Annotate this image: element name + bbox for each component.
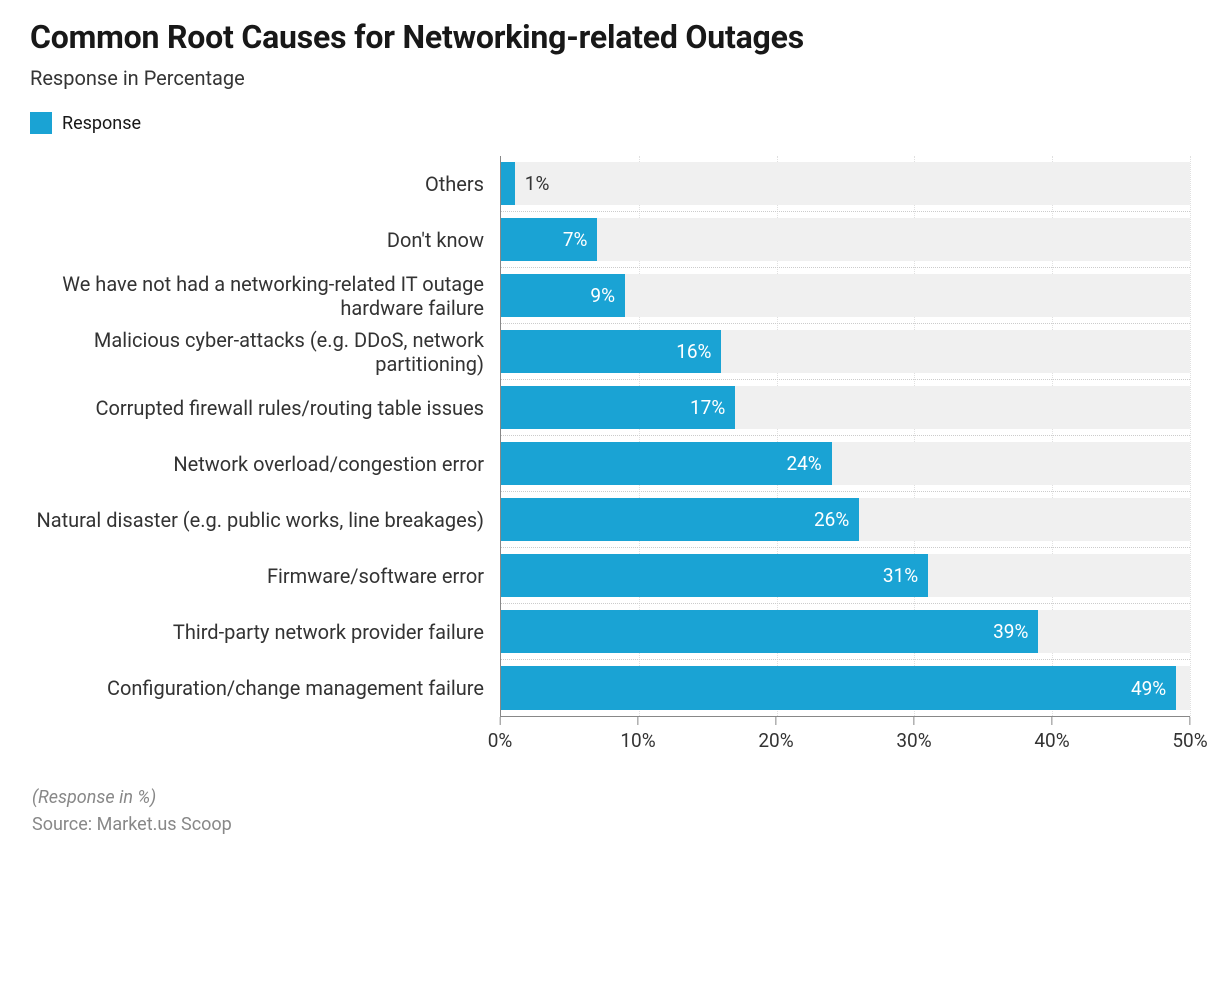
- bars-area: 1% 7% 9% 16% 17% 24% 26% 31% 39% 49%: [500, 156, 1190, 716]
- bar: 24%: [501, 442, 832, 485]
- category-label: Others: [30, 156, 500, 212]
- category-label: Configuration/change management failure: [30, 660, 500, 716]
- source-prefix: Source:: [32, 814, 97, 835]
- chart-container: Common Root Causes for Networking-relate…: [0, 0, 1220, 865]
- bar: 26%: [501, 498, 859, 541]
- x-tick-mark: [1190, 717, 1191, 725]
- x-tick-mark: [776, 717, 777, 725]
- x-tick-label: 0%: [488, 729, 513, 752]
- x-tick: 30%: [896, 717, 931, 757]
- category-label: Third-party network provider failure: [30, 604, 500, 660]
- category-label: Malicious cyber-attacks (e.g. DDoS, netw…: [30, 324, 500, 380]
- x-axis-row: 0%10%20%30%40%50%: [30, 716, 1190, 757]
- x-tick: 50%: [1172, 717, 1207, 757]
- bar-value-label: 31%: [883, 564, 918, 587]
- bar-row: 16%: [501, 324, 1190, 380]
- bar-value-label: 26%: [814, 508, 849, 531]
- bar: 16%: [501, 330, 721, 373]
- x-tick-label: 30%: [896, 729, 931, 752]
- category-label: Firmware/software error: [30, 548, 500, 604]
- x-tick: 40%: [1034, 717, 1069, 757]
- category-label: Network overload/congestion error: [30, 436, 500, 492]
- bar-value-label: 49%: [1131, 677, 1166, 700]
- bar-value-label: 39%: [993, 620, 1028, 643]
- x-tick-label: 20%: [758, 729, 793, 752]
- bar-row: 1%: [501, 156, 1190, 212]
- chart-subtitle: Response in Percentage: [30, 66, 1190, 90]
- bar: 39%: [501, 610, 1038, 653]
- bar-row: 49%: [501, 660, 1190, 716]
- bar-row: 24%: [501, 436, 1190, 492]
- x-tick-mark: [1052, 717, 1053, 725]
- bar-row: 31%: [501, 548, 1190, 604]
- bar: 31%: [501, 554, 928, 597]
- category-label: Natural disaster (e.g. public works, lin…: [30, 492, 500, 548]
- bar: 49%: [501, 666, 1176, 710]
- category-label: Corrupted firewall rules/routing table i…: [30, 380, 500, 436]
- plot-area: OthersDon't knowWe have not had a networ…: [30, 156, 1190, 716]
- legend-label: Response: [62, 113, 141, 134]
- bar-row: 9%: [501, 268, 1190, 324]
- bar-value-label: 17%: [690, 396, 725, 419]
- x-tick: 10%: [620, 717, 655, 757]
- bar: 7%: [501, 218, 597, 261]
- footnote-source: Source: Market.us Scoop: [32, 814, 1190, 835]
- bar-row: 26%: [501, 492, 1190, 548]
- category-label: Don't know: [30, 212, 500, 268]
- x-axis: 0%10%20%30%40%50%: [500, 716, 1190, 757]
- x-tick-mark: [914, 717, 915, 725]
- bar-row: 39%: [501, 604, 1190, 660]
- row-background: [501, 218, 1190, 261]
- x-tick-label: 40%: [1034, 729, 1069, 752]
- bar-value-label: 24%: [786, 452, 821, 475]
- x-tick: 20%: [758, 717, 793, 757]
- bar: 1%: [501, 162, 515, 205]
- bar-row: 17%: [501, 380, 1190, 436]
- footnote-units: (Response in %): [32, 787, 1190, 808]
- grid-line: [1190, 156, 1191, 716]
- x-tick-mark: [499, 717, 500, 725]
- y-axis-labels: OthersDon't knowWe have not had a networ…: [30, 156, 500, 716]
- bar-row: 7%: [501, 212, 1190, 268]
- x-tick-label: 50%: [1172, 729, 1207, 752]
- bar: 17%: [501, 386, 735, 429]
- x-tick: 0%: [488, 717, 513, 757]
- bar: 9%: [501, 274, 625, 317]
- row-background: [501, 162, 1190, 205]
- x-tick-label: 10%: [620, 729, 655, 752]
- legend-swatch: [30, 112, 52, 134]
- footnotes: (Response in %) Source: Market.us Scoop: [32, 787, 1190, 835]
- category-label: We have not had a networking-related IT …: [30, 268, 500, 324]
- x-tick-mark: [638, 717, 639, 725]
- bar-value-label: 1%: [515, 172, 550, 195]
- bar-value-label: 7%: [563, 228, 588, 251]
- x-axis-spacer: [30, 716, 500, 757]
- bar-value-label: 9%: [590, 284, 615, 307]
- source-name: Market.us Scoop: [97, 814, 232, 835]
- chart-title: Common Root Causes for Networking-relate…: [30, 18, 1190, 56]
- bar-value-label: 16%: [676, 340, 711, 363]
- legend: Response: [30, 112, 1190, 134]
